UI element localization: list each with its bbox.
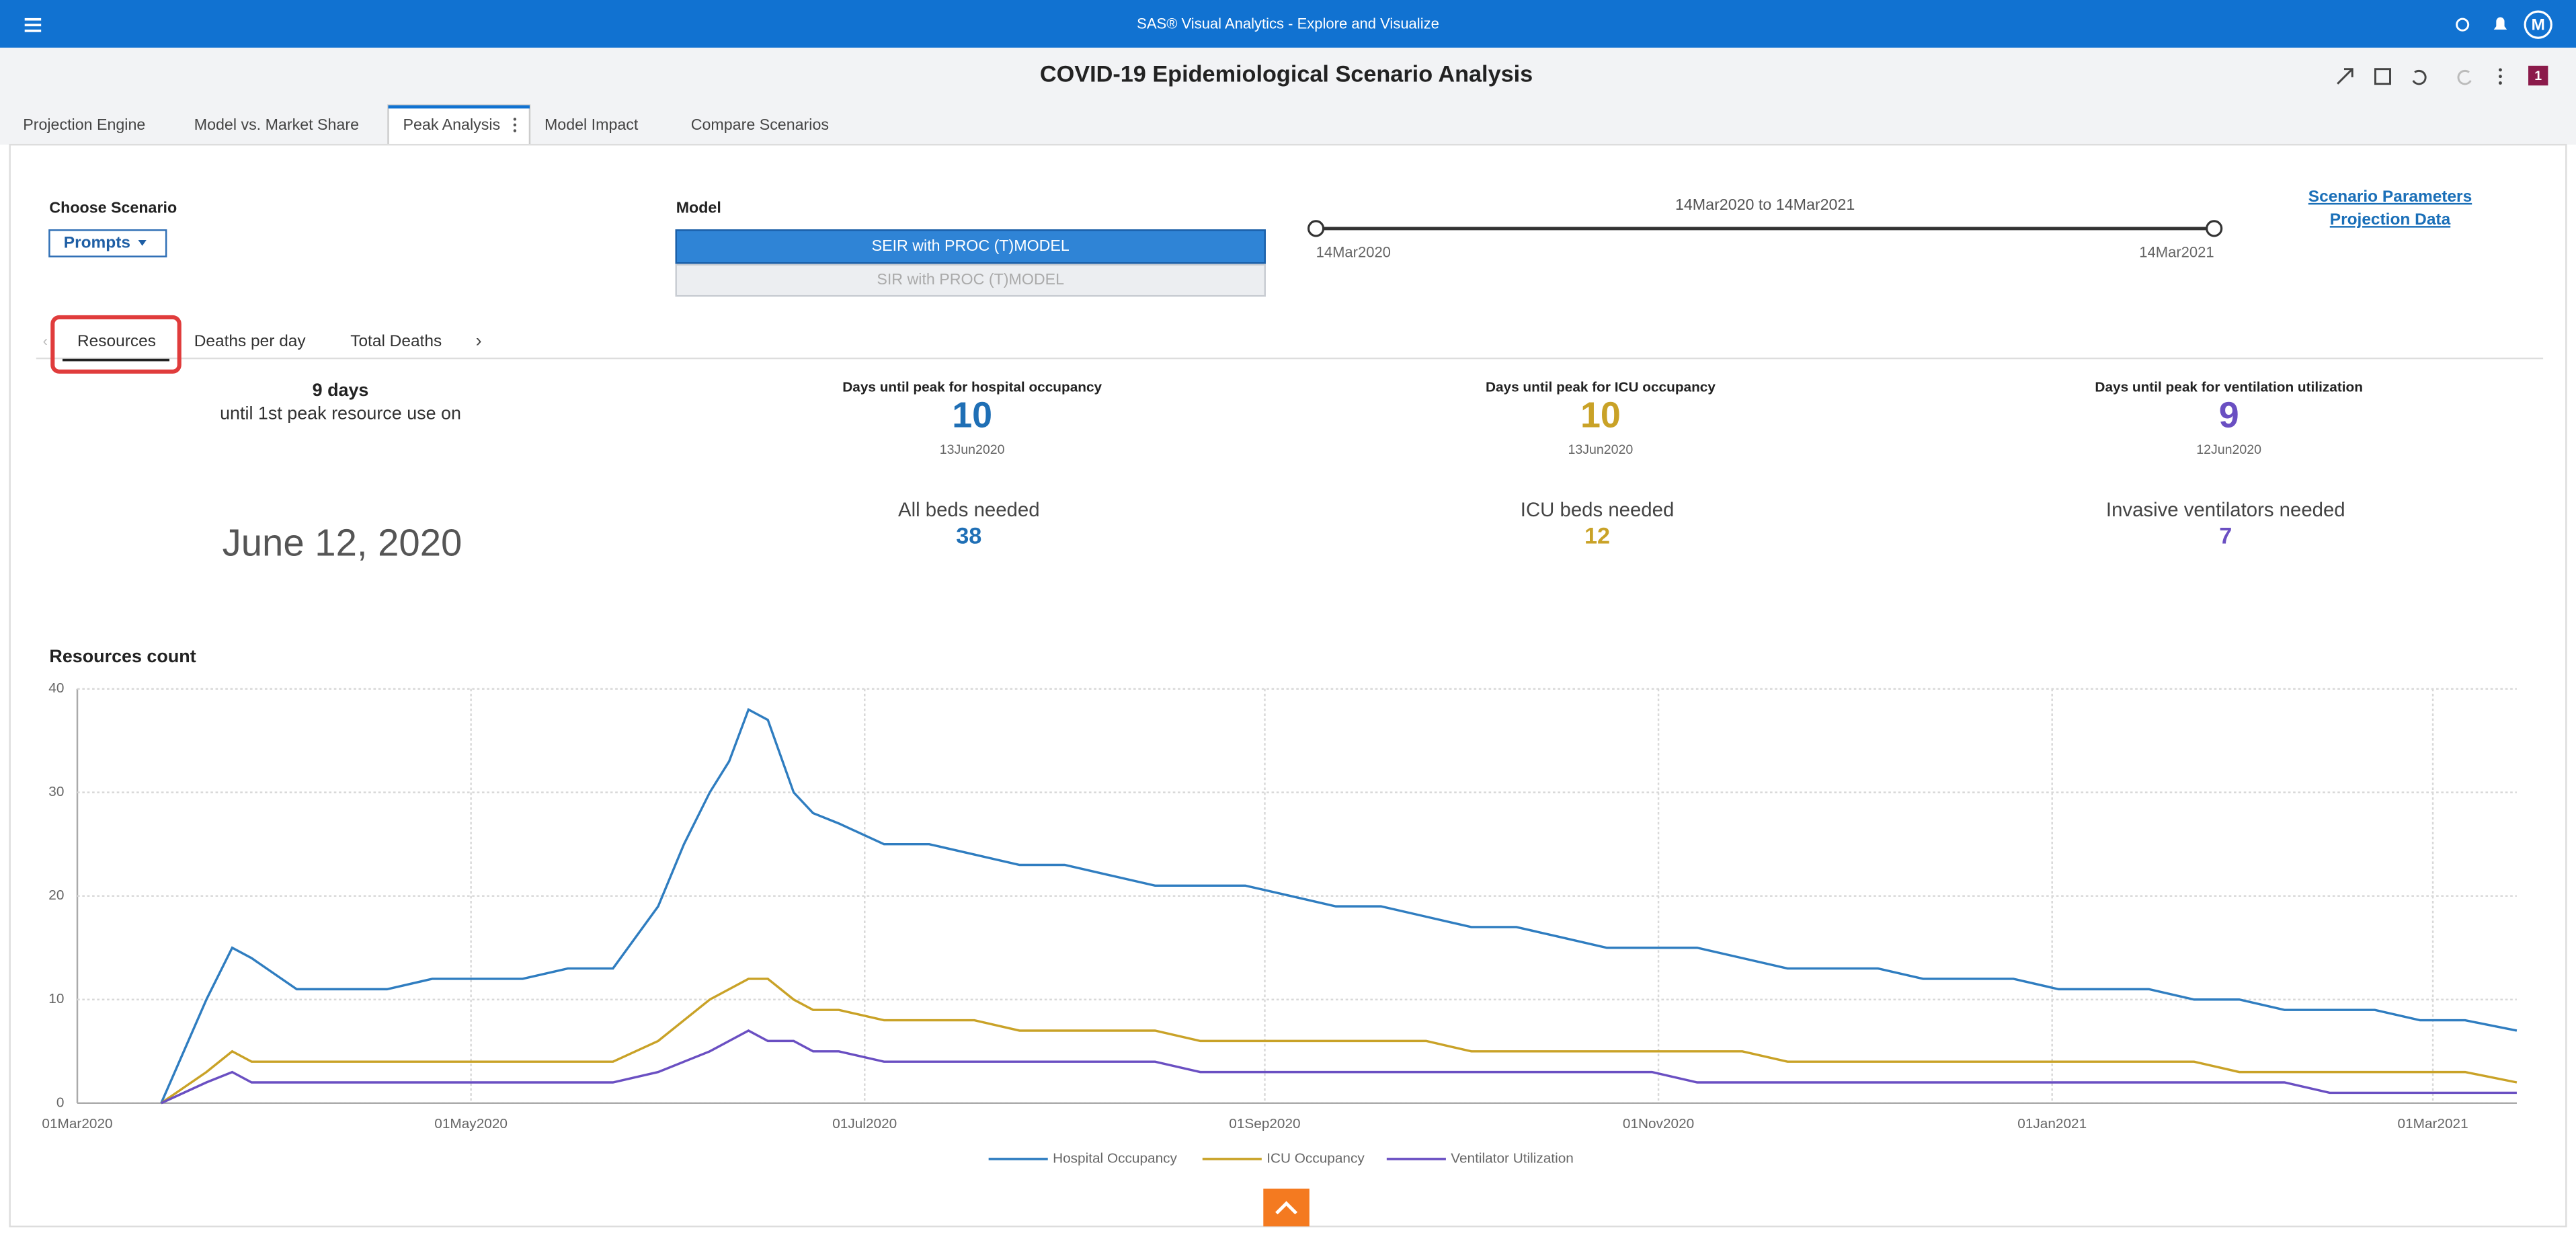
y-tick-label: 10	[48, 991, 64, 1006]
model-option-text: SIR with PROC (T)MODEL	[877, 270, 1064, 288]
kpi-value: 9	[2219, 395, 2239, 435]
badge-text: 1	[2534, 69, 2542, 83]
need-label: All beds needed	[898, 499, 1040, 521]
summary-caption: until 1st peak resource use on	[220, 403, 461, 423]
chart: 0 10 20 30 40 01Mar2020 01May2020 01Jul2020 01Se…	[42, 680, 2518, 1166]
app-title: SAS® Visual Analytics - Explore and Visu…	[1137, 15, 1439, 32]
series-line	[160, 978, 2518, 1105]
menu-icon[interactable]	[24, 17, 42, 32]
need-value: 7	[2219, 524, 2232, 549]
x-tick-label: 01Mar2021	[2398, 1116, 2468, 1131]
x-tick-label: 01Sep2020	[1229, 1116, 1300, 1131]
legend-label: ICU Occupancy	[1266, 1150, 1365, 1166]
kpi-date: 13Jun2020	[1568, 442, 1634, 457]
prompts-text: Prompts	[64, 233, 130, 251]
user-initial: M	[2532, 15, 2545, 34]
panel-icon[interactable]	[2374, 68, 2391, 85]
series-line	[161, 1029, 2517, 1105]
page-tabs: Projection Engine Model vs. Market Share P…	[23, 116, 829, 133]
scroll-right[interactable]: ›	[476, 331, 482, 351]
summary-days: 9 days	[313, 380, 369, 400]
x-tick-label: 01Jul2020	[832, 1116, 897, 1131]
kpi-label: Days until peak for ventilation utilizat…	[2095, 380, 2362, 395]
active-tab-indicator	[388, 105, 530, 109]
expand-icon[interactable]	[2337, 68, 2353, 85]
kpis: Days until peak for hospital occupancy10…	[842, 380, 2363, 549]
bell-icon[interactable]	[2493, 17, 2507, 30]
collapse-button[interactable]	[1263, 1188, 1310, 1227]
need-value: 38	[956, 524, 981, 549]
slider-handle[interactable]	[1307, 220, 1325, 237]
redo-icon[interactable]	[2457, 69, 2472, 85]
content	[9, 143, 2567, 1228]
y-tick-label: 0	[56, 1095, 65, 1110]
scroll-left[interactable]: ‹	[43, 332, 48, 349]
model-option-text: SEIR with PROC (T)MODEL	[872, 237, 1070, 254]
sub-tab[interactable]: Resources	[77, 332, 156, 350]
sub-tab[interactable]: Deaths per day	[194, 332, 307, 350]
x-tick-label: 01May2020	[434, 1116, 508, 1131]
y-tick-label: 40	[48, 680, 64, 696]
model-label: Model	[676, 199, 721, 216]
y-tick-label: 20	[48, 887, 64, 903]
sub-tabs: Resources Deaths per day Total Deaths	[77, 332, 442, 350]
page-tab[interactable]: Compare Scenarios	[691, 116, 829, 133]
need-label: Invasive ventilators needed	[2106, 499, 2345, 521]
top-bar	[0, 0, 2576, 48]
collapse-icon	[1275, 1201, 1297, 1215]
y-tick-label: 30	[48, 784, 64, 799]
page-tab[interactable]: Model vs. Market Share	[194, 116, 359, 133]
kpi-date: 13Jun2020	[940, 442, 1005, 457]
report-title: COVID-19 Epidemiological Scenario Analys…	[1040, 62, 1533, 87]
scenario-label: Choose Scenario	[49, 199, 177, 216]
need-label: ICU beds needed	[1521, 499, 1674, 521]
kpi-label: Days until peak for ICU occupancy	[1486, 380, 1716, 395]
range-label: 14Mar2020 to 14Mar2021	[1675, 196, 1855, 213]
legend-label: Hospital Occupancy	[1053, 1150, 1177, 1166]
toolbar	[2337, 68, 2472, 85]
x-tick-label: 01Mar2020	[42, 1116, 112, 1131]
kpi-value: 10	[1580, 395, 1621, 435]
slider-handle[interactable]	[2206, 220, 2223, 237]
user-avatar[interactable]	[2524, 10, 2552, 39]
undo-icon[interactable]	[2412, 69, 2427, 85]
link[interactable]: Scenario Parameters	[2308, 188, 2472, 206]
more-icon[interactable]	[2498, 68, 2502, 85]
model-option[interactable]	[675, 264, 1266, 297]
page-tab[interactable]: Projection Engine	[23, 116, 145, 133]
summary-date: June 12, 2020	[223, 522, 462, 564]
slider-end: 14Mar2021	[2139, 243, 2214, 260]
model-option-selected[interactable]	[675, 229, 1266, 264]
tab-menu[interactable]	[513, 118, 517, 132]
dropdown-arrow	[138, 240, 147, 246]
page-tab[interactable]: Peak Analysis	[403, 116, 501, 133]
highlight-box	[50, 315, 182, 374]
prompts-button[interactable]	[48, 229, 167, 257]
kpi-value: 10	[952, 395, 992, 435]
slider-start: 14Mar2020	[1316, 243, 1391, 260]
badge[interactable]	[2528, 65, 2548, 86]
link[interactable]: Projection Data	[2330, 210, 2451, 229]
sub-tab[interactable]: Total Deaths	[350, 332, 442, 350]
x-tick-label: 01Nov2020	[1623, 1116, 1694, 1131]
x-tick-label: 01Jan2021	[2017, 1116, 2087, 1131]
chart-title: Resources count	[49, 646, 196, 666]
search-icon[interactable]	[2456, 17, 2470, 32]
legend-label: Ventilator Utilization	[1451, 1150, 1574, 1166]
page-tab[interactable]: Model Impact	[545, 116, 639, 133]
kpi-date: 12Jun2020	[2196, 442, 2261, 457]
kpi-label: Days until peak for hospital occupancy	[842, 380, 1102, 395]
need-value: 12	[1584, 524, 1610, 549]
series-line	[160, 707, 2518, 1104]
